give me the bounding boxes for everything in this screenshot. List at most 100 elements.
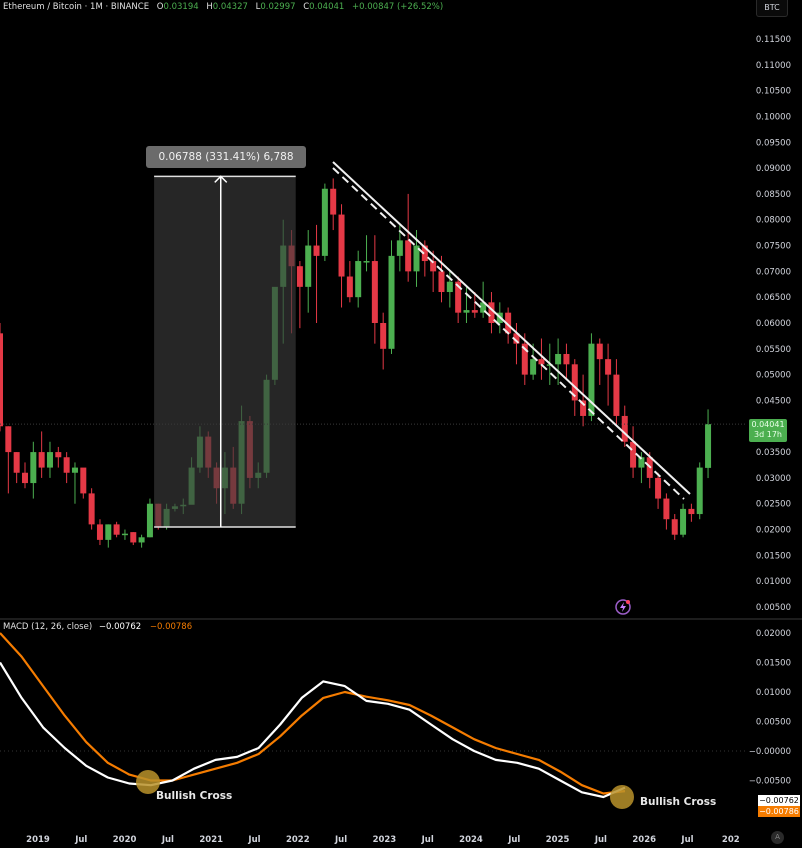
signal-value-tag: −0.00786 — [758, 806, 800, 817]
candle — [146, 503, 153, 538]
candle — [396, 240, 403, 256]
candle — [0, 333, 3, 427]
auto-scale-button[interactable]: A — [771, 831, 784, 844]
price-tick: 0.11000 — [756, 61, 791, 71]
current-price-tag: 0.04041 3d 17h — [749, 419, 787, 442]
price-candles — [0, 178, 712, 548]
time-tick: 2019 — [26, 835, 50, 845]
macd-tick: 0.00500 — [756, 718, 791, 728]
price-axis[interactable]: 0.11500 0.11000 0.10500 0.10000 0.09500 0.090… — [756, 35, 791, 613]
bullish-cross-marker — [610, 785, 634, 809]
candle — [696, 467, 703, 515]
chart-overlays — [0, 161, 802, 620]
candle — [663, 498, 670, 520]
bar-countdown: 3d 17h — [754, 430, 782, 439]
candle — [338, 214, 345, 277]
candle — [621, 415, 628, 442]
time-tick: 202 — [722, 835, 740, 845]
time-tick: 2023 — [373, 835, 397, 845]
macd-axis[interactable]: 0.02000 0.01500 0.01000 0.00500 −0.00000 −0.0… — [749, 629, 791, 787]
candle — [446, 281, 453, 293]
candle — [363, 261, 370, 263]
time-tick: Jul — [334, 835, 347, 845]
price-tick: 0.00500 — [756, 603, 791, 613]
symbol-title[interactable]: Ethereum / Bitcoin · 1M · BINANCE — [3, 2, 150, 12]
candle — [430, 261, 437, 272]
candle — [546, 364, 553, 366]
time-tick: Jul — [594, 835, 607, 845]
candle — [438, 271, 445, 293]
candle — [605, 359, 612, 375]
candle — [488, 302, 495, 323]
time-tick: Jul — [421, 835, 434, 845]
candle — [588, 343, 595, 416]
time-tick: Jul — [680, 835, 693, 845]
bullish-cross-label-2: Bullish Cross — [640, 796, 717, 808]
macd-title: MACD (12, 26, close) — [3, 622, 93, 632]
candle — [530, 359, 537, 375]
price-tick: 0.10000 — [756, 112, 791, 122]
time-tick: 2026 — [632, 835, 656, 845]
candle — [38, 452, 45, 468]
candle — [571, 364, 578, 401]
candle — [680, 508, 687, 535]
bullish-cross-label-1: Bullish Cross — [156, 790, 233, 802]
arrow-up-icon — [214, 175, 228, 183]
resistance-trendline[interactable] — [332, 161, 691, 495]
candle — [5, 426, 12, 453]
macd-tick: 0.02000 — [756, 629, 791, 639]
resistance-trendline-dashed[interactable] — [332, 167, 685, 500]
alert-lightning-icon[interactable] — [615, 599, 631, 615]
price-tick: 0.08500 — [756, 190, 791, 200]
candle — [413, 245, 420, 272]
price-tick: 0.01500 — [756, 551, 791, 561]
candle — [121, 533, 128, 536]
candle — [380, 323, 387, 349]
candle — [688, 508, 695, 515]
price-tick: 0.05000 — [756, 371, 791, 381]
candle — [480, 302, 487, 313]
macd-tick: 0.01000 — [756, 688, 791, 698]
candle — [305, 245, 312, 287]
price-tick: 0.10500 — [756, 87, 791, 97]
candle — [455, 281, 462, 313]
candle — [130, 532, 137, 543]
candle — [71, 467, 78, 473]
currency-unit-button[interactable]: BTC — [756, 0, 788, 17]
open-label: O — [156, 2, 164, 12]
candle — [630, 441, 637, 468]
time-tick: Jul — [74, 835, 87, 845]
close-label: C — [303, 2, 310, 12]
time-tick: 2024 — [459, 835, 483, 845]
macd-line — [0, 661, 626, 799]
macd-tick: 0.01500 — [756, 659, 791, 669]
candle — [138, 537, 145, 543]
signal-value: −0.00786 — [149, 622, 193, 632]
time-axis[interactable]: 2019 Jul 2020 Jul 2021 Jul 2022 Jul 2023 Jul 2024 J… — [26, 835, 740, 845]
measure-range-box[interactable] — [154, 176, 296, 527]
price-tick: 0.05500 — [756, 345, 791, 355]
candle — [505, 312, 512, 334]
close-value: 0.04041 — [309, 2, 345, 12]
time-tick: Jul — [247, 835, 260, 845]
price-tick: 0.01000 — [756, 577, 791, 587]
candle — [563, 353, 570, 365]
candle — [330, 188, 337, 215]
price-tick: 0.03500 — [756, 448, 791, 458]
candle — [371, 261, 378, 323]
price-range-measure-label[interactable]: 0.06788 (331.41%) 6,788 — [146, 146, 306, 168]
open-value: 0.03194 — [163, 2, 199, 12]
candle — [513, 333, 520, 344]
candle — [113, 524, 120, 535]
candle — [313, 245, 320, 256]
price-tick: 0.02500 — [756, 500, 791, 510]
macd-legend[interactable]: MACD (12, 26, close) −0.00762 −0.00786 — [3, 622, 192, 632]
candle — [88, 493, 95, 525]
price-tick: 0.09500 — [756, 138, 791, 148]
candle — [538, 359, 545, 365]
low-label: L — [255, 2, 261, 12]
price-tick: 0.09000 — [756, 164, 791, 174]
signal-line — [0, 632, 626, 795]
candle — [405, 240, 412, 272]
